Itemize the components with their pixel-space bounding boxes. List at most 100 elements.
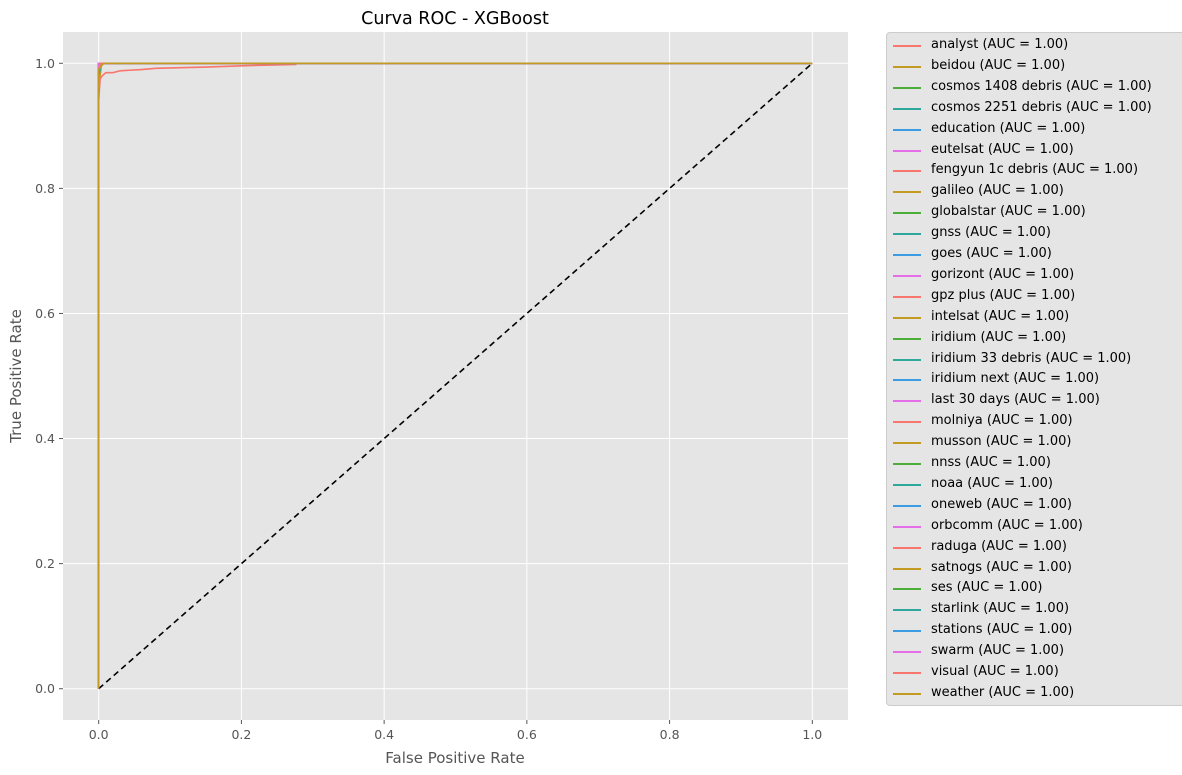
legend-label: gpz plus (AUC = 1.00): [931, 287, 1076, 303]
legend-label: nnss (AUC = 1.00): [931, 455, 1051, 470]
legend-label: raduga (AUC = 1.00): [931, 538, 1067, 554]
legend-label: education (AUC = 1.00): [931, 120, 1086, 136]
legend-item: cosmos 1408 debris (AUC = 1.00): [887, 78, 1182, 98]
legend-item: nnss (AUC = 1.00): [887, 454, 1182, 474]
legend-swatch: [893, 692, 921, 695]
roc-curves: [97, 62, 813, 689]
legend-swatch: [893, 295, 921, 298]
legend-item: intelsat (AUC = 1.00): [887, 308, 1182, 328]
legend-label: iridium 33 debris (AUC = 1.00): [931, 350, 1132, 366]
legend-swatch: [893, 212, 921, 215]
legend-item: visual (AUC = 1.00): [887, 663, 1182, 683]
legend-item: iridium next (AUC = 1.00): [887, 370, 1182, 390]
y-axis-label: True Positive Rate: [7, 309, 25, 444]
legend-swatch: [893, 651, 921, 654]
legend-label: noaa (AUC = 1.00): [931, 475, 1053, 491]
legend-swatch: [893, 400, 921, 403]
legend-swatch: [893, 316, 921, 319]
legend-swatch: [893, 233, 921, 236]
legend-label: stations (AUC = 1.00): [931, 622, 1073, 638]
legend-item: starlink (AUC = 1.00): [887, 600, 1182, 620]
legend-swatch: [893, 421, 921, 424]
legend-item: gnss (AUC = 1.00): [887, 224, 1182, 244]
legend-label: satnogs (AUC = 1.00): [931, 559, 1072, 575]
x-axis-label: False Positive Rate: [385, 749, 524, 767]
legend-swatch: [893, 337, 921, 340]
legend-item: ses (AUC = 1.00): [887, 579, 1182, 599]
legend-swatch: [893, 45, 921, 47]
legend-item: gpz plus (AUC = 1.00): [887, 287, 1182, 307]
legend-swatch: [893, 609, 921, 612]
legend-item: noaa (AUC = 1.00): [887, 475, 1182, 495]
legend-item: iridium 33 debris (AUC = 1.00): [887, 350, 1182, 370]
legend-item: raduga (AUC = 1.00): [887, 538, 1182, 558]
legend-label: visual (AUC = 1.00): [931, 664, 1059, 679]
legend-swatch: [893, 379, 921, 382]
legend-item: globalstar (AUC = 1.00): [887, 203, 1182, 223]
legend-swatch: [893, 170, 921, 173]
legend-swatch: [893, 358, 921, 361]
legend-swatch: [893, 86, 921, 89]
legend-item: orbcomm (AUC = 1.00): [887, 517, 1182, 537]
roc-curve-6: [97, 62, 813, 689]
y-tick-label: 0.2: [35, 556, 55, 571]
legend-label: iridium (AUC = 1.00): [931, 329, 1067, 345]
legend-label: beidou (AUC = 1.00): [931, 57, 1066, 73]
legend-item: gorizont (AUC = 1.00): [887, 266, 1182, 286]
legend-label: ses (AUC = 1.00): [931, 580, 1043, 596]
legend: analyst (AUC = 1.00) beidou (AUC = 1.00) c…: [886, 32, 1182, 706]
legend-label: fengyun 1c debris (AUC = 1.00): [931, 162, 1139, 178]
roc-curve-31: [97, 62, 813, 689]
legend-item: iridium (AUC = 1.00): [887, 329, 1182, 349]
legend-label: weather (AUC = 1.00): [931, 684, 1075, 700]
legend-label: goes (AUC = 1.00): [931, 246, 1052, 261]
x-tick-label: 0.2: [231, 727, 251, 742]
legend-label: orbcomm (AUC = 1.00): [931, 517, 1083, 533]
x-axis-ticks: 0.0 0.2 0.4 0.6 0.8 1.0: [89, 720, 822, 742]
x-tick-label: 1.0: [802, 727, 822, 742]
x-tick-label: 0.8: [660, 727, 680, 742]
legend-swatch: [893, 504, 921, 507]
legend-label: eutelsat (AUC = 1.00): [931, 141, 1074, 157]
legend-label: gnss (AUC = 1.00): [931, 225, 1051, 241]
legend-item: weather (AUC = 1.00): [887, 684, 1182, 704]
legend-item: swarm (AUC = 1.00): [887, 642, 1182, 662]
x-tick-label: 0.6: [517, 727, 537, 742]
legend-item: satnogs (AUC = 1.00): [887, 559, 1182, 579]
legend-label: last 30 days (AUC = 1.00): [931, 392, 1100, 408]
legend-label: musson (AUC = 1.00): [931, 434, 1072, 450]
legend-item: oneweb (AUC = 1.00): [887, 496, 1182, 516]
legend-label: cosmos 1408 debris (AUC = 1.00): [931, 78, 1152, 94]
chance-diagonal-line: [98, 62, 813, 690]
legend-swatch: [893, 254, 921, 256]
legend-item: musson (AUC = 1.00): [887, 433, 1182, 453]
y-tick-label: 1.0: [35, 56, 55, 71]
y-axis-ticks: 0.0 0.2 0.4 0.6 0.8 1.0: [35, 56, 63, 696]
legend-item: education (AUC = 1.00): [887, 120, 1182, 140]
legend-label: swarm (AUC = 1.00): [931, 643, 1065, 659]
legend-swatch: [893, 149, 921, 152]
legend-swatch: [893, 567, 921, 570]
y-tick-label: 0.0: [35, 681, 55, 696]
legend-swatch: [893, 546, 921, 549]
y-tick-label: 0.8: [35, 181, 55, 196]
legend-label: starlink (AUC = 1.00): [931, 601, 1070, 617]
legend-item: stations (AUC = 1.00): [887, 621, 1182, 641]
legend-label: oneweb (AUC = 1.00): [931, 496, 1072, 512]
legend-item: beidou (AUC = 1.00): [887, 57, 1182, 77]
legend-label: molniya (AUC = 1.00): [931, 413, 1073, 429]
legend-item: eutelsat (AUC = 1.00): [887, 141, 1182, 161]
legend-label: cosmos 2251 debris (AUC = 1.00): [931, 99, 1152, 115]
legend-label: analyst (AUC = 1.00): [931, 37, 1069, 52]
legend-item: last 30 days (AUC = 1.00): [887, 391, 1182, 411]
legend-swatch: [893, 442, 921, 445]
legend-item: fengyun 1c debris (AUC = 1.00): [887, 161, 1182, 181]
legend-item: galileo (AUC = 1.00): [887, 182, 1182, 202]
legend-item: analyst (AUC = 1.00): [887, 36, 1182, 56]
legend-swatch: [893, 525, 921, 528]
legend-label: iridium next (AUC = 1.00): [931, 371, 1100, 387]
legend-swatch: [893, 274, 921, 277]
legend-swatch: [893, 672, 921, 674]
chart-title: Curva ROC - XGBoost: [361, 9, 549, 29]
